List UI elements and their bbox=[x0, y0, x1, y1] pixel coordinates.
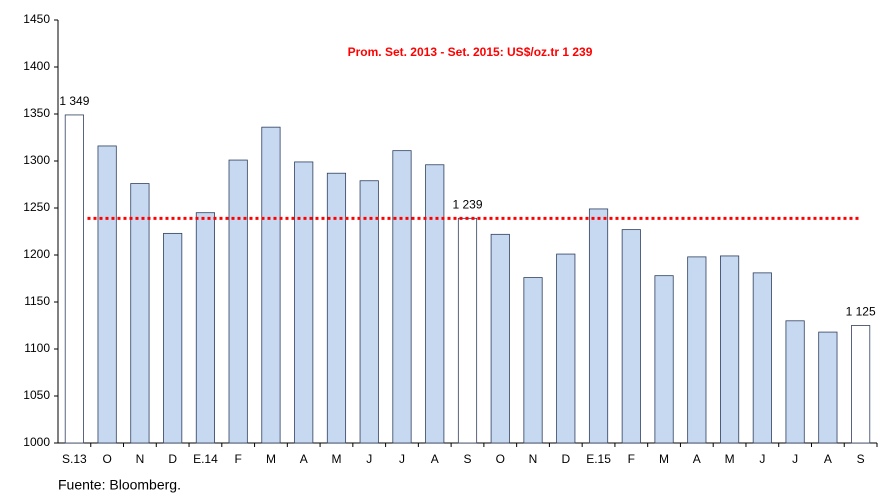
annotation: Prom. Set. 2013 - Set. 2015: US$/oz.tr 1… bbox=[348, 45, 593, 59]
x-tick-label: J bbox=[792, 452, 798, 466]
bar bbox=[195, 212, 215, 444]
x-tick-label: S bbox=[463, 452, 471, 466]
bar bbox=[228, 159, 248, 444]
bar bbox=[818, 331, 838, 444]
bar bbox=[687, 256, 707, 444]
bar bbox=[621, 229, 641, 444]
x-tick-label: A bbox=[431, 452, 439, 466]
x-tick-label: M bbox=[725, 452, 735, 466]
bar bbox=[785, 320, 805, 444]
bar bbox=[523, 277, 543, 444]
source: Fuente: Bloomberg. bbox=[58, 477, 181, 493]
x-tick-label: S bbox=[857, 452, 865, 466]
x-tick-label: M bbox=[266, 452, 276, 466]
y-tick-label: 1000 bbox=[23, 435, 50, 449]
x-tick-label: F bbox=[628, 452, 635, 466]
bar bbox=[752, 272, 772, 444]
x-tick-label: O bbox=[496, 452, 505, 466]
bar bbox=[163, 232, 183, 444]
bar bbox=[851, 325, 871, 444]
x-tick-label: J bbox=[366, 452, 372, 466]
y-tick-label: 1300 bbox=[23, 153, 50, 167]
x-tick-label: E.14 bbox=[193, 452, 218, 466]
x-tick-label: A bbox=[693, 452, 701, 466]
bar bbox=[588, 208, 609, 444]
x-tick-label: J bbox=[399, 452, 405, 466]
bar bbox=[392, 150, 412, 444]
y-tick-label: 1350 bbox=[23, 106, 50, 120]
bar bbox=[326, 172, 347, 444]
y-tick-label: 1150 bbox=[24, 294, 50, 308]
x-tick-label: F bbox=[235, 452, 242, 466]
bar bbox=[130, 183, 150, 444]
value-label: 1 239 bbox=[452, 198, 482, 212]
y-tick-label: 1200 bbox=[23, 247, 50, 261]
bar bbox=[261, 126, 281, 444]
x-tick-label: A bbox=[300, 452, 308, 466]
bar bbox=[720, 255, 740, 444]
y-tick-label: 1100 bbox=[24, 341, 50, 355]
x-tick-label: A bbox=[824, 452, 832, 466]
y-tick-label: 1050 bbox=[23, 388, 50, 402]
x-tick-label: N bbox=[529, 452, 538, 466]
bar bbox=[97, 145, 117, 444]
bar bbox=[359, 180, 379, 444]
bar bbox=[425, 164, 445, 444]
bar bbox=[457, 217, 478, 444]
bar bbox=[490, 233, 510, 444]
y-tick-label: 1450 bbox=[23, 12, 50, 26]
bar bbox=[654, 275, 674, 444]
x-tick-label: D bbox=[561, 452, 570, 466]
bar bbox=[294, 161, 314, 444]
x-tick-label: M bbox=[659, 452, 669, 466]
x-tick-label: D bbox=[168, 452, 177, 466]
x-tick-label: N bbox=[136, 452, 145, 466]
y-tick-label: 1400 bbox=[23, 59, 50, 73]
y-tick-label: 1250 bbox=[23, 200, 50, 214]
x-tick-label: E.15 bbox=[586, 452, 611, 466]
bar bbox=[556, 253, 576, 444]
x-tick-label: S.13 bbox=[62, 452, 87, 466]
x-tick-label: J bbox=[759, 452, 765, 466]
value-label: 1 125 bbox=[846, 305, 876, 319]
value-label: 1 349 bbox=[59, 94, 89, 108]
bar bbox=[64, 114, 84, 444]
x-tick-label: M bbox=[331, 452, 341, 466]
x-tick-label: O bbox=[102, 452, 111, 466]
